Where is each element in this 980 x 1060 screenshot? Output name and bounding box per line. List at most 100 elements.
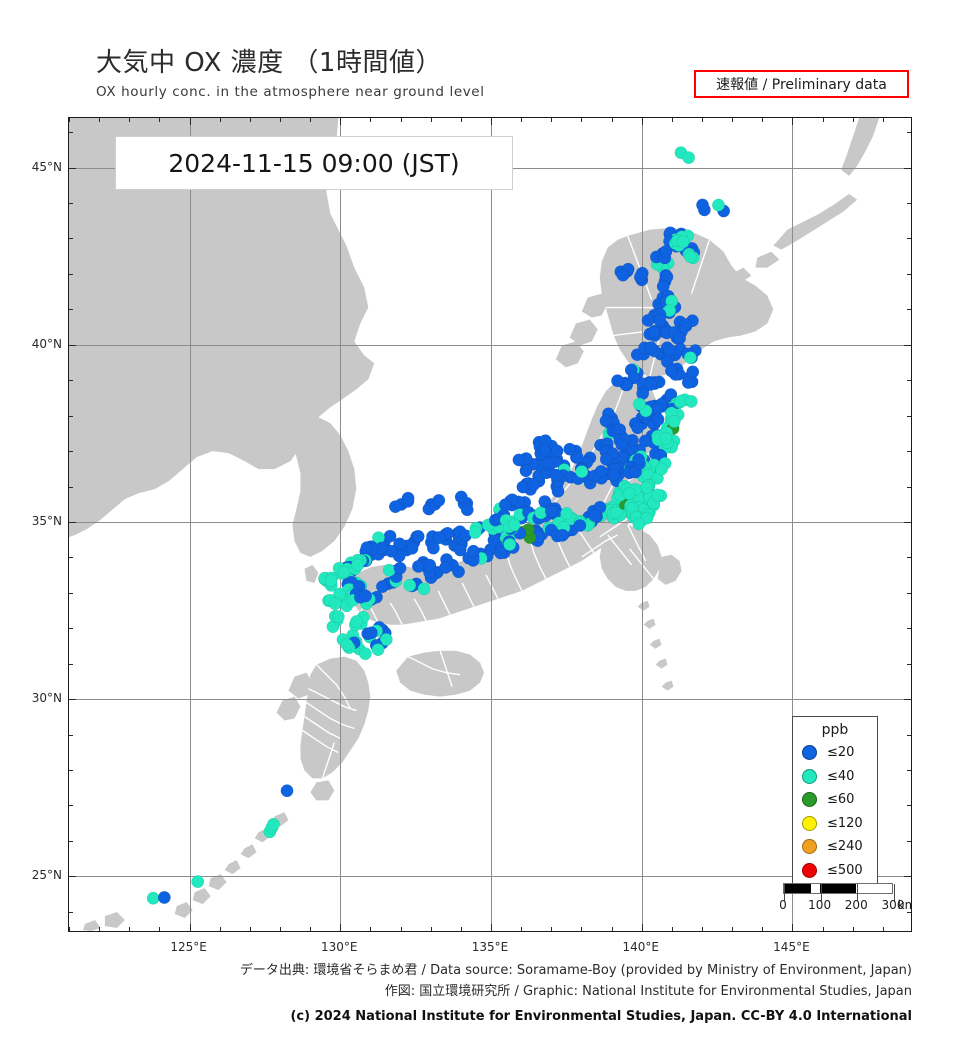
ox-data-point[interactable] — [676, 235, 690, 249]
ox-data-point[interactable] — [594, 465, 608, 478]
legend-item[interactable]: ≤500 — [793, 859, 877, 883]
legend-item[interactable]: ≤120 — [793, 812, 877, 836]
ox-data-point[interactable] — [651, 412, 665, 426]
ox-data-point[interactable] — [665, 364, 678, 378]
ox-data-point[interactable] — [359, 589, 372, 603]
ox-measurement-points[interactable] — [69, 118, 911, 931]
ox-data-point[interactable] — [365, 626, 378, 640]
ox-data-point[interactable] — [538, 495, 552, 508]
ox-data-point[interactable] — [358, 647, 372, 661]
ox-data-point[interactable] — [659, 431, 673, 445]
ox-data-point[interactable] — [656, 279, 670, 293]
ox-data-point[interactable] — [337, 565, 351, 579]
ox-data-point[interactable] — [432, 494, 446, 507]
ox-data-point[interactable] — [622, 487, 636, 501]
ox-data-point[interactable] — [655, 462, 668, 476]
ox-data-point[interactable] — [696, 198, 709, 212]
legend-item[interactable]: ≤60 — [793, 788, 877, 812]
ox-data-point[interactable] — [157, 891, 171, 904]
ox-data-point[interactable] — [644, 377, 658, 391]
ox-data-point[interactable] — [379, 633, 393, 646]
ox-data-point[interactable] — [328, 597, 342, 611]
legend-item[interactable]: ≤240 — [793, 835, 877, 859]
ox-data-point[interactable] — [460, 503, 474, 517]
ox-data-point[interactable] — [351, 558, 364, 572]
ox-data-point[interactable] — [599, 452, 613, 466]
ox-data-point[interactable] — [550, 444, 564, 458]
ox-data-point[interactable] — [664, 388, 678, 401]
ox-data-point[interactable] — [331, 610, 345, 623]
ox-data-point[interactable] — [632, 517, 646, 531]
ox-data-point[interactable] — [454, 490, 468, 504]
ox-data-point[interactable] — [560, 507, 574, 520]
ox-data-point[interactable] — [607, 468, 621, 482]
ox-data-point[interactable] — [376, 580, 389, 593]
ox-data-point[interactable] — [503, 538, 517, 551]
ox-data-point[interactable] — [452, 565, 465, 579]
ox-data-point[interactable] — [423, 558, 437, 572]
ox-data-point[interactable] — [468, 526, 482, 539]
ox-data-point[interactable] — [659, 244, 673, 258]
ox-data-point[interactable] — [544, 504, 558, 518]
ox-data-point[interactable] — [417, 582, 431, 596]
ox-data-point[interactable] — [644, 341, 658, 355]
ox-data-point[interactable] — [599, 414, 613, 428]
ox-data-point[interactable] — [609, 506, 623, 519]
ox-data-point[interactable] — [682, 151, 695, 165]
ox-data-point[interactable] — [673, 331, 687, 345]
ox-data-point[interactable] — [405, 541, 419, 555]
legend-item[interactable]: ≤20 — [793, 741, 877, 765]
ox-data-point[interactable] — [411, 560, 425, 573]
ox-data-point[interactable] — [466, 544, 480, 558]
ox-data-point[interactable] — [563, 442, 577, 456]
ox-data-point[interactable] — [498, 498, 512, 512]
ox-data-point[interactable] — [663, 343, 677, 357]
ox-data-point[interactable] — [556, 528, 569, 542]
ox-data-point[interactable] — [527, 478, 540, 492]
ox-data-point[interactable] — [616, 268, 630, 282]
ox-data-point[interactable] — [403, 578, 417, 592]
ox-data-point[interactable] — [640, 480, 654, 494]
ox-data-point[interactable] — [411, 529, 425, 543]
ox-data-point[interactable] — [324, 574, 338, 587]
ox-data-point[interactable] — [393, 561, 407, 575]
ox-data-point[interactable] — [681, 376, 695, 389]
ox-data-point[interactable] — [512, 453, 526, 467]
ox-data-point[interactable] — [541, 456, 555, 470]
ox-data-point[interactable] — [684, 250, 697, 264]
ox-data-point[interactable] — [388, 500, 402, 514]
ox-data-point[interactable] — [507, 518, 521, 532]
ox-data-point[interactable] — [426, 541, 440, 555]
ox-data-point[interactable] — [650, 488, 664, 502]
ox-data-point[interactable] — [191, 875, 205, 888]
ox-data-point[interactable] — [340, 638, 354, 652]
ox-data-point[interactable] — [360, 541, 374, 555]
ox-data-point[interactable] — [280, 784, 294, 798]
ox-data-point[interactable] — [712, 198, 725, 212]
ox-data-point[interactable] — [439, 561, 452, 574]
ox-data-point[interactable] — [638, 434, 652, 448]
ox-data-point[interactable] — [632, 453, 645, 466]
ox-data-point[interactable] — [350, 615, 363, 628]
ox-data-point[interactable] — [615, 438, 629, 452]
legend-item[interactable]: ≤40 — [793, 765, 877, 789]
ox-data-point[interactable] — [683, 351, 697, 365]
ox-data-point[interactable] — [371, 643, 385, 657]
ox-data-point[interactable] — [570, 450, 584, 464]
ox-data-point[interactable] — [611, 374, 624, 388]
ox-data-point[interactable] — [647, 326, 661, 340]
ox-data-point[interactable] — [494, 546, 507, 560]
ox-data-point[interactable] — [516, 480, 530, 494]
ox-data-point[interactable] — [401, 491, 415, 505]
ox-data-point[interactable] — [631, 421, 644, 435]
ox-data-point[interactable] — [432, 531, 446, 544]
ox-data-point[interactable] — [549, 468, 563, 482]
ox-data-point[interactable] — [537, 444, 551, 457]
ox-data-point[interactable] — [267, 817, 280, 831]
ox-data-point[interactable] — [383, 529, 397, 543]
ox-data-point[interactable] — [575, 465, 589, 478]
ox-data-point[interactable] — [634, 269, 648, 283]
map-plot-area[interactable]: 2024-11-15 09:00 (JST) ppb ≤20 ≤40 ≤60 ≤120… — [68, 117, 912, 932]
ox-data-point[interactable] — [667, 415, 681, 428]
ox-data-point[interactable] — [519, 464, 533, 478]
